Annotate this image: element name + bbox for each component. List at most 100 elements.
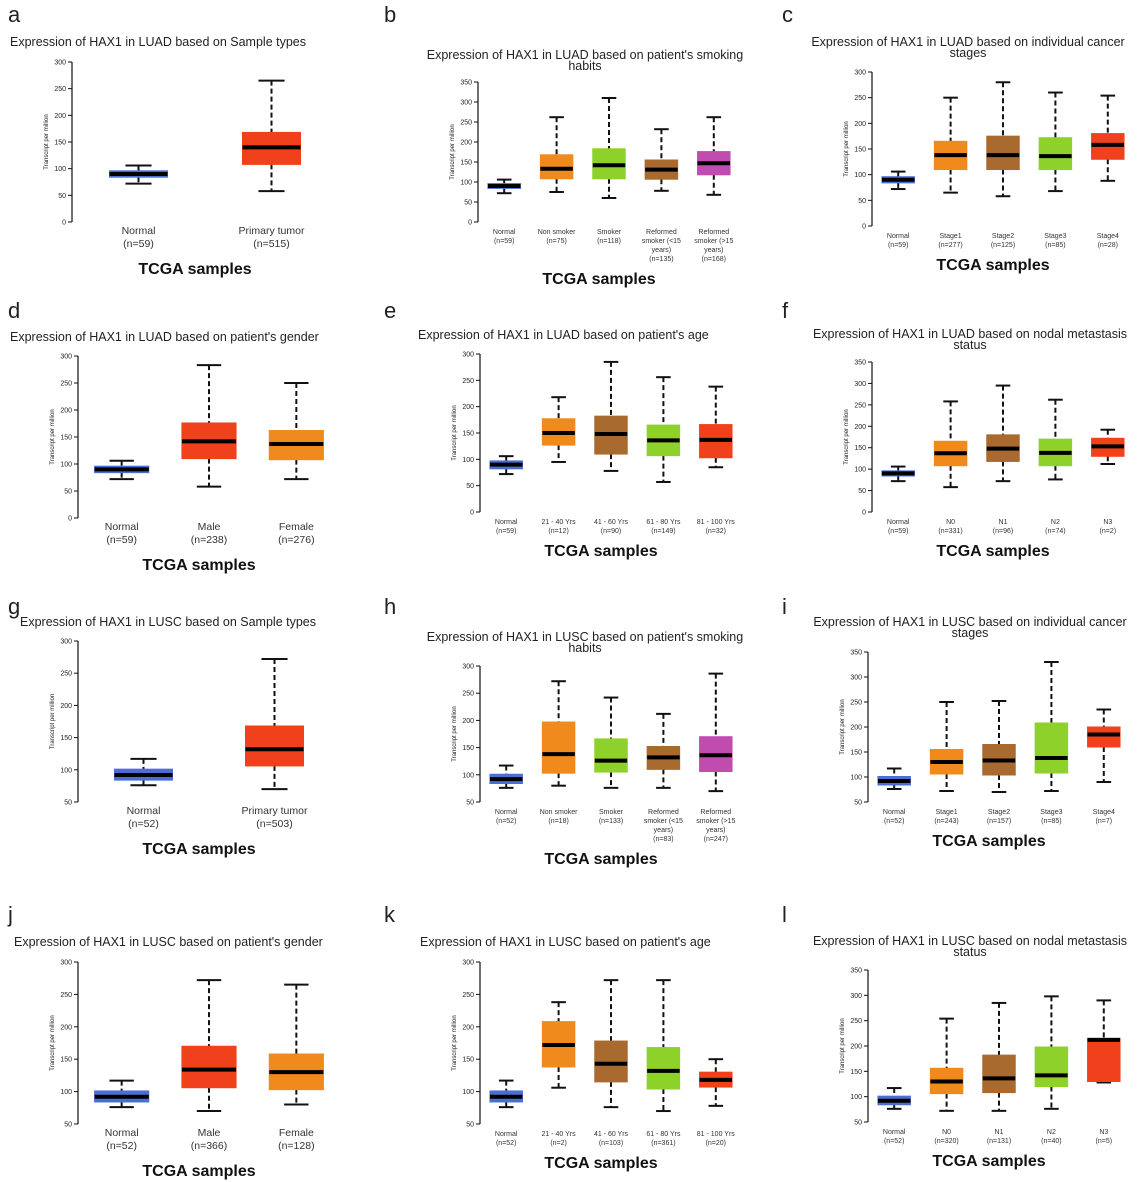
box-plot: 50 100 150 200 250 300 350 Transcript per milli… xyxy=(840,650,1121,850)
panel-letter: b xyxy=(384,2,397,27)
y-tick-label: 300 xyxy=(460,100,472,107)
x-tick-label: (n=133) xyxy=(599,818,623,825)
x-tick-label: (n=75) xyxy=(546,238,566,245)
x-tick-label: (n=32) xyxy=(706,528,726,535)
box xyxy=(594,1040,628,1083)
y-tick-label: 200 xyxy=(462,1024,474,1031)
x-tick-label: (n=40) xyxy=(1041,1138,1061,1145)
x-tick-label: Stage4 xyxy=(1097,233,1119,240)
y-tick-label: 100 xyxy=(462,1089,474,1096)
x-tick-label: (n=90) xyxy=(601,528,621,535)
x-tick-label: (n=149) xyxy=(651,528,675,535)
box xyxy=(1087,726,1121,748)
box-plot: 0 50 100 150 200 250 300 Transcript per million… xyxy=(844,70,1125,274)
x-tick-label: Normal xyxy=(887,233,910,240)
panel-letter: e xyxy=(384,298,397,323)
x-tick-label: Reformed xyxy=(648,809,679,816)
panel-letter: c xyxy=(782,2,793,27)
y-tick-label: 100 xyxy=(60,462,72,469)
y-tick-label: 200 xyxy=(60,408,72,415)
chart-title: Expression of HAX1 in LUSC based on pati… xyxy=(420,935,711,949)
y-tick-label: 150 xyxy=(850,750,862,757)
y-tick-label: 150 xyxy=(54,140,66,147)
x-axis-title: TCGA samples xyxy=(142,841,255,858)
y-tick-label: 50 xyxy=(64,800,72,807)
box-plot: 50 100 150 200 250 300 350 Transcript per milli… xyxy=(840,968,1121,1170)
y-tick-label: 50 xyxy=(466,1122,474,1129)
y-tick-label: 300 xyxy=(850,675,862,682)
y-axis-label: Transcript per million xyxy=(50,409,56,464)
y-tick-label: 250 xyxy=(60,671,72,678)
x-tick-label: Smoker xyxy=(599,809,624,816)
chart-title: Expression of HAX1 in LUSC based on pati… xyxy=(426,630,744,655)
x-tick-label: 21 - 40 Yrs xyxy=(542,1131,577,1138)
y-tick-label: 250 xyxy=(54,86,66,93)
y-tick-label: 200 xyxy=(854,424,866,431)
x-tick-label: years) xyxy=(704,247,723,254)
box xyxy=(982,1054,1016,1094)
x-tick-label: (n=83) xyxy=(653,836,673,843)
x-tick-label: (n=5) xyxy=(1096,1138,1113,1145)
x-tick-label: 61 - 80 Yrs xyxy=(646,1131,681,1138)
y-tick-label: 350 xyxy=(854,360,866,367)
y-tick-label: 100 xyxy=(54,166,66,173)
x-tick-label: (n=52) xyxy=(884,818,904,825)
y-tick-label: 0 xyxy=(862,224,866,231)
x-tick-label: (n=103) xyxy=(599,1140,623,1147)
x-tick-label: Stage1 xyxy=(936,809,958,816)
y-tick-label: 350 xyxy=(850,968,862,975)
x-tick-label: (n=59) xyxy=(888,528,908,535)
x-tick-label: (n=59) xyxy=(496,528,516,535)
chart-title: Expression of HAX1 in LUAD based on pati… xyxy=(426,48,744,73)
x-tick-label: Normal xyxy=(105,521,139,533)
y-tick-label: 300 xyxy=(462,960,474,967)
x-axis-title: TCGA samples xyxy=(544,1155,657,1172)
x-tick-label: Stage2 xyxy=(992,233,1014,240)
panel-b: b Expression of HAX1 in LUAD based on pa… xyxy=(380,0,764,300)
y-tick-label: 300 xyxy=(854,70,866,77)
x-tick-label: Normal xyxy=(122,225,156,237)
y-tick-label: 250 xyxy=(460,120,472,127)
x-axis-title: TCGA samples xyxy=(542,271,655,288)
y-axis-label: Transcript per million xyxy=(50,694,56,749)
y-tick-label: 100 xyxy=(60,767,72,774)
chart-title: Expression of HAX1 in LUSC based on noda… xyxy=(812,934,1128,959)
y-tick-label: 150 xyxy=(460,160,472,167)
y-tick-label: 200 xyxy=(850,1044,862,1051)
y-axis-label: Transcript per million xyxy=(844,121,850,176)
x-tick-label: years) xyxy=(706,827,725,834)
y-tick-label: 0 xyxy=(68,516,72,523)
x-tick-label: (n=128) xyxy=(278,1140,314,1152)
box xyxy=(1034,722,1069,774)
x-tick-label: smoker (<15 xyxy=(644,818,683,825)
x-tick-label: smoker (<15 xyxy=(642,238,681,245)
y-tick-label: 300 xyxy=(854,381,866,388)
y-tick-label: 200 xyxy=(60,703,72,710)
x-tick-label: N1 xyxy=(995,1129,1004,1136)
box xyxy=(245,725,304,767)
x-tick-label: (n=276) xyxy=(278,534,314,546)
x-tick-label: smoker (>15 xyxy=(696,818,735,825)
x-tick-label: (n=503) xyxy=(256,818,292,830)
x-tick-label: Primary tumor xyxy=(239,225,305,237)
y-tick-label: 250 xyxy=(462,378,474,385)
panel-letter: i xyxy=(782,594,787,619)
x-tick-label: Stage3 xyxy=(1040,809,1062,816)
y-tick-label: 50 xyxy=(858,488,866,495)
x-tick-label: (n=168) xyxy=(702,256,726,263)
chart-title: Expression of HAX1 in LUSC based on Samp… xyxy=(20,615,316,629)
y-tick-label: 50 xyxy=(464,200,472,207)
y-tick-label: 150 xyxy=(854,147,866,154)
y-axis-label: Transcript per million xyxy=(452,706,458,761)
chart-title: Expression of HAX1 in LUAD based on pati… xyxy=(10,330,319,344)
x-tick-label: Reformed xyxy=(698,229,729,236)
y-tick-label: 50 xyxy=(858,198,866,205)
y-axis-label: Transcript per million xyxy=(44,114,50,169)
x-tick-label: Normal xyxy=(883,1129,906,1136)
x-tick-label: (n=12) xyxy=(548,528,568,535)
x-tick-label: smoker (>15 xyxy=(694,238,733,245)
x-tick-label: (n=52) xyxy=(884,1138,904,1145)
y-tick-label: 250 xyxy=(854,95,866,102)
x-tick-label: N3 xyxy=(1103,519,1112,526)
y-tick-label: 100 xyxy=(850,775,862,782)
